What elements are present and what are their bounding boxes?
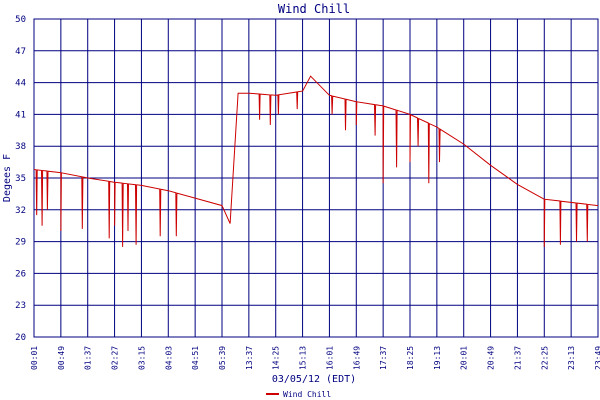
x-tick-label: 20:01 [460, 346, 469, 370]
x-tick-label: 05:39 [218, 346, 227, 370]
x-tick-label: 00:49 [57, 346, 66, 370]
y-tick-label: 23 [15, 301, 26, 311]
legend-label: Wind Chill [283, 390, 331, 399]
legend: Wind Chill [266, 390, 331, 399]
y-tick-label: 29 [15, 238, 26, 248]
series-line-wind-chill [33, 75, 599, 247]
x-tick-label: 03:15 [137, 346, 146, 370]
x-tick-label: 04:03 [164, 346, 173, 370]
y-axis-label: Degees F [2, 154, 13, 202]
x-tick-labels: 00:01 00:49 01:37 02:27 03:15 04:03 04:51 05:39… [30, 346, 600, 370]
x-tick-label: 23:13 [567, 346, 576, 370]
x-tick-label: 16:01 [325, 346, 334, 370]
x-tick-label: 23:49 [594, 346, 600, 370]
x-tick-label: 15:13 [299, 346, 308, 370]
x-tick-label: 14:25 [272, 346, 281, 370]
y-tick-labels: 20 23 26 29 32 35 38 41 44 47 50 [15, 15, 26, 343]
y-tick-label: 35 [15, 174, 26, 184]
x-tick-label: 01:37 [84, 346, 93, 370]
x-tick-label: 00:01 [30, 346, 39, 370]
x-tick-label: 21:37 [513, 346, 522, 370]
x-tick-label: 02:27 [111, 346, 120, 370]
plot-frame [33, 18, 599, 338]
y-tick-label: 47 [15, 47, 26, 57]
x-tick-label: 20:49 [487, 346, 496, 370]
y-tick-label: 20 [15, 333, 26, 343]
y-tick-label: 26 [15, 269, 26, 279]
y-tick-label: 44 [15, 79, 26, 89]
series-layer [33, 75, 599, 247]
y-tick-label: 38 [15, 142, 26, 152]
y-tick-label: 50 [15, 15, 26, 25]
x-tick-label: 17:37 [379, 346, 388, 370]
chart-title: Wind Chill [278, 2, 350, 16]
x-tick-label: 22:25 [540, 346, 549, 370]
y-tick-label: 32 [15, 206, 26, 216]
x-axis-label: 03/05/12 (EDT) [272, 374, 356, 385]
x-tick-label: 18:25 [406, 346, 415, 370]
grid-lines [33, 18, 599, 338]
x-tick-label: 16:49 [352, 346, 361, 370]
x-tick-label: 04:51 [191, 346, 200, 370]
y-tick-label: 41 [15, 110, 26, 120]
x-tick-label: 13:37 [245, 346, 254, 370]
x-tick-label: 19:13 [433, 346, 442, 370]
